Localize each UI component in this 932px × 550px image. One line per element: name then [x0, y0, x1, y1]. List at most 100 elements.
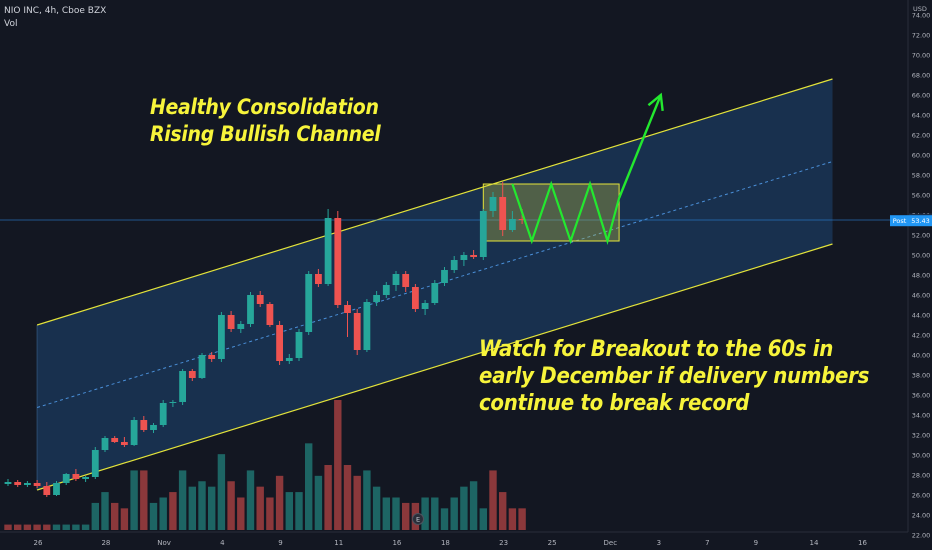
candle	[14, 480, 22, 487]
volume-bar	[120, 508, 129, 530]
volume-bar	[43, 524, 51, 530]
volume-bar	[431, 497, 439, 530]
candle	[276, 321, 283, 365]
candle	[412, 284, 419, 312]
volume-bar	[382, 497, 390, 530]
volume-bar	[178, 470, 187, 530]
candle-body	[402, 274, 410, 287]
candle-body	[237, 324, 245, 329]
candle	[121, 437, 128, 447]
volume-bar	[499, 492, 507, 530]
volume-bar	[4, 524, 12, 530]
candle-body	[247, 295, 254, 324]
price-tick-label: 46.00	[912, 291, 931, 299]
candle-body	[179, 371, 186, 402]
candle-body	[218, 315, 225, 359]
price-tick-label: 56.00	[912, 191, 931, 199]
candle	[421, 300, 429, 315]
time-tick-label: 4	[220, 539, 225, 547]
candle	[285, 354, 293, 364]
price-tick-label: 68.00	[912, 71, 931, 79]
candle	[179, 369, 186, 405]
candle-body	[392, 274, 400, 285]
price-tick-label: 52.00	[912, 231, 931, 239]
volume-bar	[372, 486, 381, 530]
price-tick-label: 30.00	[912, 451, 931, 459]
candle	[91, 447, 99, 479]
candle-body	[82, 477, 89, 479]
annotation-consolidation: Healthy Consolidation Rising Bullish Cha…	[150, 94, 381, 148]
price-tick-label: 26.00	[912, 491, 931, 499]
time-tick-label: 11	[334, 539, 343, 547]
candle	[159, 400, 167, 427]
candle-body	[266, 304, 274, 325]
candle	[450, 256, 458, 273]
time-tick-label: 26	[34, 539, 43, 547]
candle-body	[53, 483, 60, 495]
volume-bars	[4, 400, 526, 530]
candle	[188, 369, 196, 381]
candle-body	[353, 313, 361, 350]
post-price-label: 53.43	[911, 217, 930, 225]
volume-indicator-label[interactable]: Vol	[4, 19, 18, 29]
candle-body	[14, 482, 22, 485]
volume-bar	[149, 502, 158, 530]
candle	[62, 473, 70, 485]
volume-bar	[62, 524, 70, 530]
annotation-line: Watch for Breakout to the 60s in	[479, 337, 834, 362]
candle	[237, 321, 245, 333]
candle-body	[479, 211, 487, 257]
price-tick-label: 62.00	[912, 131, 931, 139]
candle-body	[421, 303, 429, 309]
time-tick-label: 9	[278, 539, 282, 547]
price-tick-label: 32.00	[912, 431, 931, 439]
volume-bar	[314, 475, 323, 530]
annotation-line: continue to break record	[479, 391, 750, 416]
annotation-line: Healthy Consolidation	[150, 95, 379, 119]
candle-body	[470, 255, 477, 257]
candle-body	[72, 474, 80, 479]
candle	[218, 312, 225, 362]
volume-bar	[72, 524, 80, 530]
volume-bar	[489, 470, 497, 530]
zigzag-path	[511, 180, 621, 245]
volume-bar	[421, 497, 429, 530]
price-tick-label: 40.00	[912, 351, 931, 359]
candle	[24, 481, 31, 487]
candle	[363, 299, 371, 352]
candle-body	[101, 438, 109, 450]
candle	[295, 329, 303, 361]
candle-body	[188, 371, 196, 378]
channel-lower-line	[36, 243, 833, 491]
candle	[441, 267, 448, 286]
candle-body	[441, 270, 448, 283]
time-tick-label: 3	[657, 539, 661, 547]
volume-bar	[363, 470, 371, 530]
price-tick-label: 50.00	[912, 251, 931, 259]
chart-symbol-title[interactable]: NIO INC, 4h, Cboe BZX	[4, 6, 107, 16]
candle-body	[4, 482, 12, 484]
volume-bar	[256, 486, 264, 530]
candle	[402, 271, 410, 292]
volume-bar	[479, 508, 487, 530]
candle-body	[43, 486, 51, 495]
candle-body	[227, 315, 235, 329]
price-tick-label: 34.00	[912, 411, 931, 419]
volume-bar	[285, 492, 293, 530]
volume-bar	[518, 508, 526, 530]
price-tick-label: 58.00	[912, 171, 931, 179]
annotation-line: Rising Bullish Channel	[150, 122, 381, 146]
time-tick-label: 28	[101, 539, 110, 547]
time-tick-label: 16	[392, 539, 401, 547]
candle	[509, 211, 516, 232]
candle-body	[363, 302, 371, 350]
candle-body	[315, 274, 322, 284]
volume-bar	[508, 508, 517, 530]
candle-body	[450, 260, 458, 270]
channel-upper-line	[36, 78, 833, 326]
volume-bar	[343, 465, 352, 530]
candle	[53, 481, 60, 496]
candle	[33, 480, 41, 488]
annotation-breakout: Watch for Breakout to the 60s in early D…	[479, 336, 869, 417]
